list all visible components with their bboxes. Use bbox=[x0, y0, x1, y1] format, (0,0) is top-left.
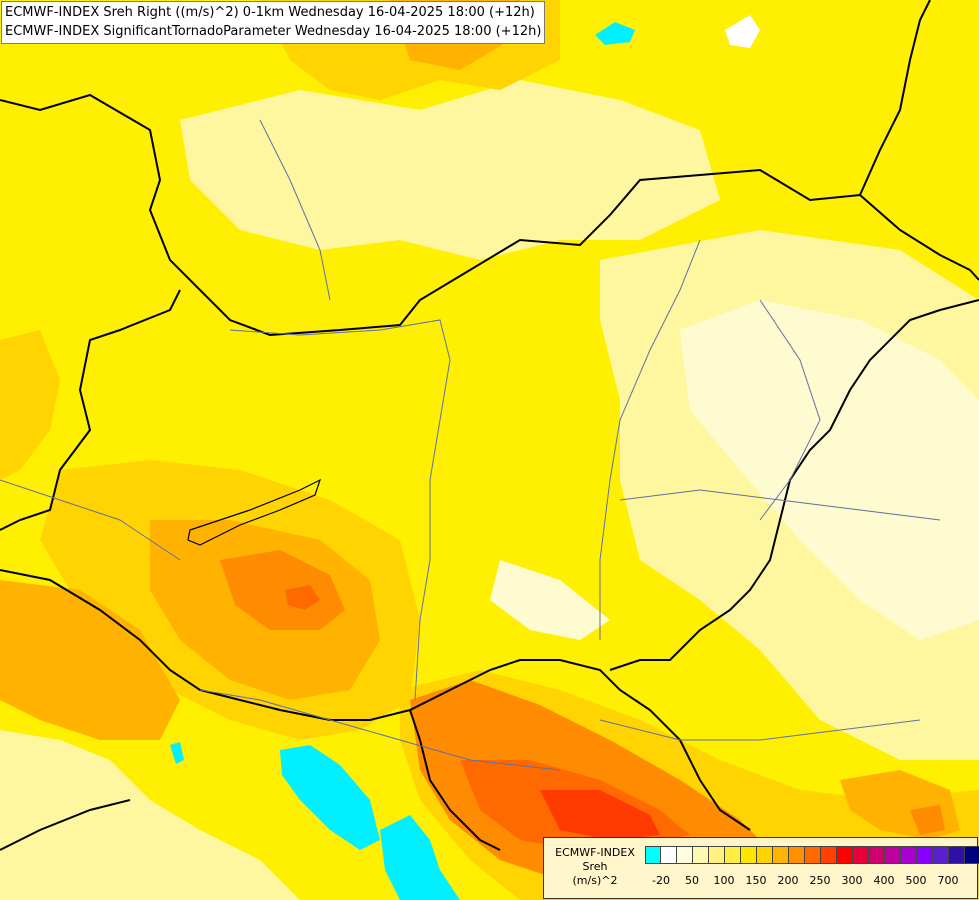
river-north bbox=[259, 119, 331, 301]
legend-swatch bbox=[805, 846, 821, 864]
legend-swatch bbox=[949, 846, 965, 864]
legend-swatch bbox=[965, 846, 979, 864]
lake-south bbox=[380, 815, 460, 900]
legend-swatch bbox=[757, 846, 773, 864]
legend-swatch bbox=[837, 846, 853, 864]
legend-swatch bbox=[821, 846, 837, 864]
river-east bbox=[759, 299, 821, 521]
river-tisza bbox=[599, 239, 701, 640]
legend-tick-label: 50 bbox=[685, 874, 699, 887]
border-west bbox=[0, 289, 181, 531]
legend-swatch bbox=[645, 846, 661, 864]
legend-tick-label: 500 bbox=[905, 874, 927, 887]
lake-outline bbox=[187, 478, 322, 546]
map-header: ECMWF-INDEX Sreh Right ((m/s)^2) 0-1km W… bbox=[1, 1, 546, 44]
pale-region-north bbox=[180, 80, 720, 260]
border-south-west bbox=[409, 709, 501, 851]
legend-swatch bbox=[677, 846, 693, 864]
legend-tick-label: 700 bbox=[937, 874, 959, 887]
water-spot-north bbox=[595, 22, 635, 45]
river-west bbox=[0, 479, 181, 561]
legend-swatch bbox=[933, 846, 949, 864]
pale-region-southwest bbox=[0, 730, 300, 900]
orange-left-1 bbox=[0, 330, 60, 480]
legend-swatch bbox=[917, 846, 933, 864]
white-spot-north bbox=[725, 15, 760, 48]
legend-tick-label: 250 bbox=[809, 874, 831, 887]
dark-orange-southeast-spot bbox=[910, 805, 945, 835]
legend-title: ECMWF-INDEX Sreh (m/s)^2 bbox=[547, 846, 643, 888]
legend-swatch bbox=[789, 846, 805, 864]
legend-tick-label: -20 bbox=[652, 874, 670, 887]
orange-southwest bbox=[0, 580, 180, 740]
border-north bbox=[0, 93, 979, 337]
lake-balaton bbox=[280, 745, 380, 850]
legend-swatch bbox=[709, 846, 725, 864]
border-northeast bbox=[859, 0, 931, 196]
red-south-core bbox=[540, 790, 660, 840]
river-sava bbox=[599, 719, 921, 741]
legend-color-bar bbox=[645, 846, 979, 865]
legend-swatch bbox=[901, 846, 917, 864]
header-line-stp: ECMWF-INDEX SignificantTornadoParameter … bbox=[5, 24, 542, 39]
river-danube bbox=[229, 319, 451, 701]
legend-swatch bbox=[725, 846, 741, 864]
legend-tick-label: 100 bbox=[713, 874, 735, 887]
legend-title-unit: (m/s)^2 bbox=[572, 874, 618, 887]
red-orange-west-spot bbox=[285, 585, 320, 610]
pale-spot-center bbox=[490, 560, 610, 640]
paler-region-east bbox=[680, 300, 979, 640]
legend-title-source: ECMWF-INDEX bbox=[555, 846, 635, 859]
color-legend: ECMWF-INDEX Sreh (m/s)^2 -20 50 100 150 200 2… bbox=[543, 837, 979, 899]
legend-swatch bbox=[741, 846, 757, 864]
legend-title-param: Sreh bbox=[582, 860, 608, 873]
river-drava bbox=[199, 689, 561, 771]
water-spot-west bbox=[170, 742, 184, 764]
border-east bbox=[609, 299, 979, 671]
border-south bbox=[0, 569, 751, 831]
river-mures bbox=[619, 489, 941, 521]
dark-orange-west bbox=[220, 550, 345, 630]
legend-tick-label: 150 bbox=[745, 874, 767, 887]
legend-tick-label: 400 bbox=[873, 874, 895, 887]
legend-swatch bbox=[885, 846, 901, 864]
legend-swatch bbox=[693, 846, 709, 864]
legend-swatch bbox=[853, 846, 869, 864]
legend-swatch bbox=[661, 846, 677, 864]
header-line-sreh: ECMWF-INDEX Sreh Right ((m/s)^2) 0-1km W… bbox=[5, 5, 535, 20]
border-southwest-lower bbox=[0, 799, 131, 851]
legend-ticks: -20 50 100 150 200 250 300 400 500 700 bbox=[645, 874, 977, 888]
legend-tick-label: 200 bbox=[777, 874, 799, 887]
legend-swatch bbox=[869, 846, 885, 864]
legend-tick-label: 300 bbox=[841, 874, 863, 887]
legend-swatch bbox=[773, 846, 789, 864]
